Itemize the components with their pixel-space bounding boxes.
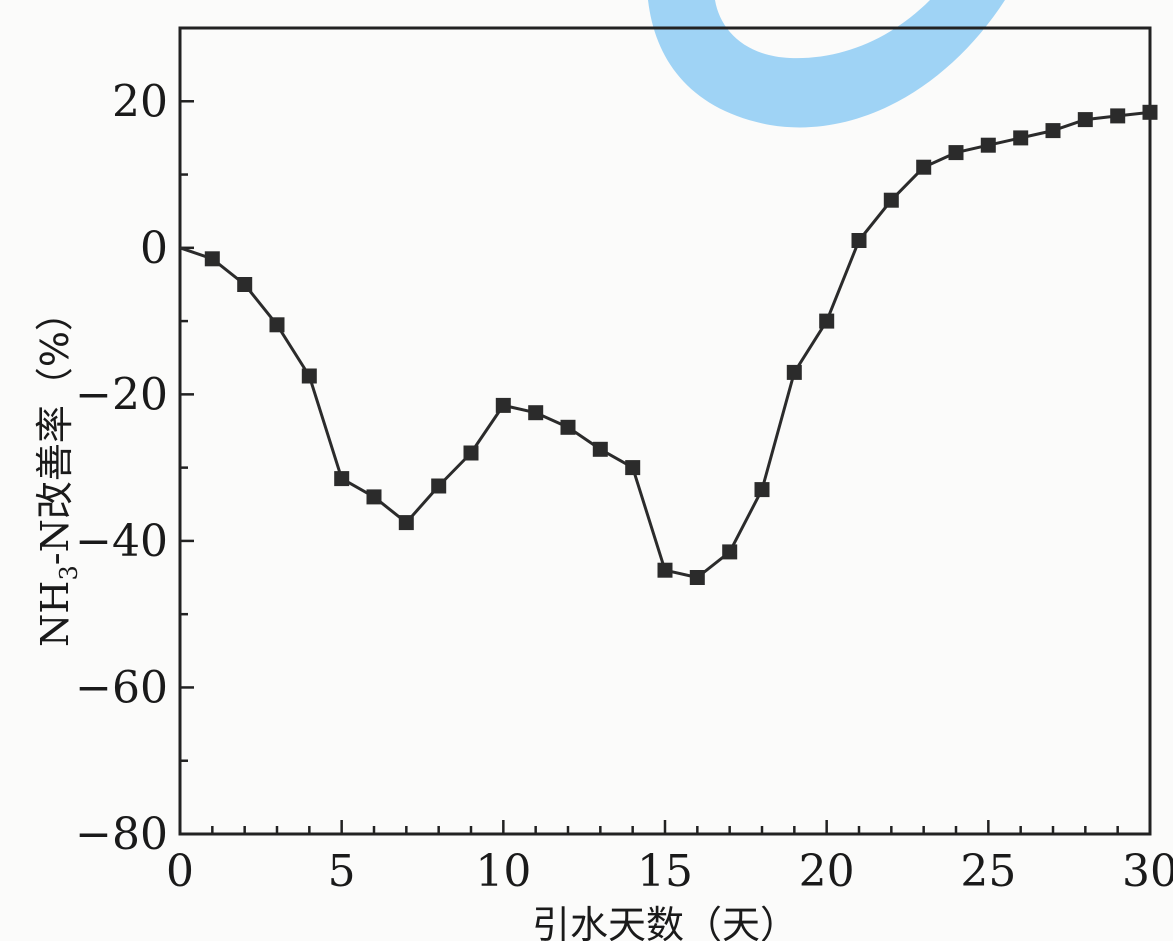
data-point-marker	[204, 251, 220, 267]
y-axis-title-cjk: 改善率（%）	[33, 293, 77, 519]
x-axis-title: 引水天数（天）	[532, 903, 798, 941]
data-point-marker	[1142, 104, 1158, 120]
data-point-marker	[722, 544, 738, 560]
data-point-marker	[301, 368, 317, 384]
y-axis-title: NH3-N改善率（%）	[33, 293, 83, 647]
y-axis-title-subscript: 3	[55, 565, 83, 580]
y-tick-label: 0	[140, 223, 168, 274]
data-point-marker	[1045, 123, 1061, 139]
x-tick-label: 0	[166, 846, 194, 897]
data-point-marker	[980, 137, 996, 153]
data-point-marker	[1013, 130, 1029, 146]
data-point-marker	[528, 405, 544, 421]
data-point-marker	[786, 364, 802, 380]
data-point-marker	[657, 562, 673, 578]
y-axis: −80 −60 −40 −20 0 20	[75, 26, 194, 860]
data-point-marker	[431, 478, 447, 494]
watermark-logo	[648, 0, 1005, 128]
y-axis-title-prefix: NH	[33, 581, 77, 647]
x-tick-label: 20	[799, 846, 855, 897]
x-tick-label: 5	[328, 846, 356, 897]
data-point-marker	[495, 397, 511, 413]
series-polyline	[179, 110, 1151, 579]
x-tick-label: 10	[475, 846, 531, 897]
data-point-marker	[754, 482, 770, 498]
data-point-marker	[366, 489, 382, 505]
y-tick-label: −80	[75, 809, 168, 860]
data-point-marker	[819, 313, 835, 329]
y-tick-label: −20	[75, 369, 168, 420]
data-point-marker	[851, 233, 867, 248]
data-point-marker	[883, 192, 899, 208]
data-point-marker	[916, 159, 932, 175]
data-point-marker	[237, 277, 253, 292]
series-line	[179, 104, 1158, 585]
data-point-marker	[1110, 108, 1126, 124]
data-point-marker	[948, 145, 964, 161]
data-point-marker	[1077, 112, 1093, 128]
y-tick-label: 20	[112, 76, 168, 127]
y-tick-label: −40	[75, 516, 168, 567]
x-tick-label: 25	[960, 846, 1016, 897]
data-point-marker	[689, 570, 705, 585]
data-point-marker	[269, 317, 285, 333]
y-tick-label: −60	[75, 662, 168, 713]
x-tick-label: 15	[637, 846, 693, 897]
data-point-marker	[560, 419, 576, 435]
x-tick-label: 30	[1122, 846, 1173, 897]
data-point-marker	[334, 471, 350, 487]
data-point-marker	[463, 445, 479, 461]
data-point-marker	[625, 460, 641, 476]
y-axis-title-middle: -N	[33, 519, 77, 565]
x-axis: 0 5 10 15 20 25 30	[166, 820, 1173, 897]
data-point-marker	[592, 441, 608, 457]
data-point-marker	[398, 515, 414, 531]
